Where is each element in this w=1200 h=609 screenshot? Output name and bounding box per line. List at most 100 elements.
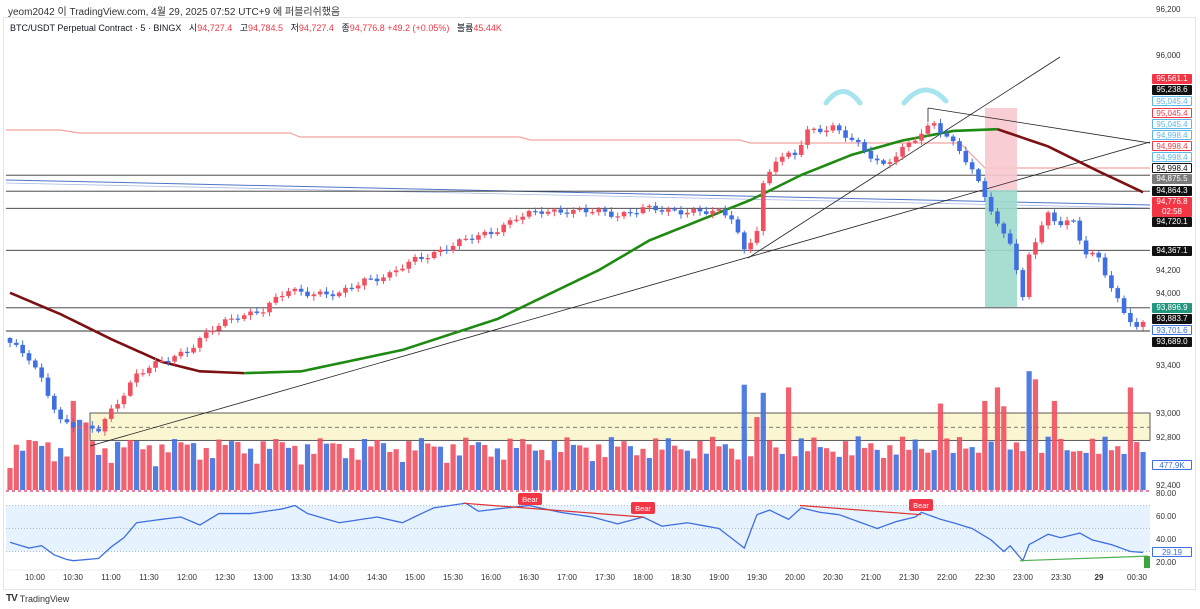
volume-bar [735, 459, 741, 490]
volume-bar [779, 453, 785, 490]
bear-badge-bg [909, 499, 933, 511]
time-tick-label: 20:00 [784, 573, 806, 582]
volume-bar [722, 444, 728, 490]
candle [343, 284, 348, 298]
candle-body [400, 268, 405, 271]
candle-body [558, 209, 564, 213]
volume-bar [115, 441, 121, 490]
candle-body [868, 150, 874, 159]
candle-body [444, 249, 450, 251]
candle-body [330, 294, 336, 297]
candle [419, 252, 424, 263]
candle-body [83, 425, 89, 427]
candle [260, 308, 266, 317]
price-tick-label: 93,400 [1156, 361, 1181, 370]
volume-bar [741, 384, 747, 490]
price-tick-label: 96,000 [1156, 51, 1181, 60]
candle [393, 266, 399, 277]
candle-body [621, 212, 627, 217]
symbol-title[interactable]: BTC/USDT Perpetual Contract · 5 · BINGX [10, 23, 182, 33]
candle-body [874, 158, 880, 161]
candle-body [849, 137, 855, 140]
candle-body [102, 418, 108, 432]
candle [912, 136, 918, 144]
candle [691, 206, 696, 216]
moving-average-down [997, 127, 1144, 194]
volume-bar [140, 449, 146, 490]
candle-body [387, 272, 393, 278]
time-tick-label: 18:30 [670, 573, 692, 582]
candle [874, 154, 880, 165]
candle [7, 336, 13, 348]
candle-body [950, 136, 956, 142]
candle [444, 245, 450, 254]
candle-body [495, 232, 500, 235]
candle [191, 344, 196, 355]
candle [324, 287, 329, 298]
candle [178, 348, 184, 360]
candle [995, 208, 1000, 227]
candle-body [836, 125, 842, 131]
low-value: 94,727.4 [298, 23, 334, 33]
volume-bar [944, 438, 950, 490]
candle-body [1083, 240, 1089, 255]
volume-bar [488, 456, 494, 490]
candle [628, 208, 633, 217]
candle-body [748, 242, 753, 250]
volume-bar [323, 443, 330, 490]
volume-bar [1007, 449, 1013, 490]
volume-bar [710, 436, 716, 490]
candle-body [273, 296, 279, 303]
candle-body [1128, 312, 1133, 323]
volume-bar [653, 438, 659, 490]
candle-body [710, 210, 715, 214]
time-tick-label: 14:00 [328, 573, 350, 582]
volume-bar [817, 447, 823, 490]
candle-body [191, 347, 196, 353]
candle-body [26, 353, 32, 361]
volume-bar [665, 438, 671, 490]
volume-bar [893, 454, 899, 490]
candle-body [419, 256, 424, 260]
candle [501, 222, 507, 237]
volume-bar [222, 444, 228, 490]
candle [773, 157, 779, 176]
candle [330, 290, 336, 301]
candle [482, 229, 488, 238]
candle-body [298, 288, 304, 292]
candle [685, 208, 690, 218]
volume-bar [134, 441, 140, 490]
candle-body [305, 291, 310, 297]
low-label: 저 [290, 23, 299, 33]
candle-body [881, 160, 886, 164]
candle [1077, 216, 1083, 245]
candle [982, 177, 988, 202]
candle [292, 287, 298, 295]
volume-value-label: 477.9K [1152, 460, 1192, 470]
volume-bar [545, 460, 551, 490]
candle-body [343, 287, 348, 293]
volume-bar [539, 449, 545, 490]
candle [463, 234, 469, 241]
price-label: 94,776.8 02:58 [1152, 197, 1192, 217]
volume-bar [577, 445, 583, 490]
candle-body [14, 342, 19, 345]
volume-bar [691, 458, 697, 490]
time-tick-label: 21:00 [860, 573, 882, 582]
candle-body [1121, 298, 1127, 313]
candle-body [77, 426, 82, 429]
candle [431, 250, 437, 260]
candle-body [52, 395, 57, 410]
time-tick-label: 17:30 [594, 573, 616, 582]
candle-body [754, 230, 760, 243]
volume-bar [899, 436, 906, 490]
candle-body [146, 367, 152, 374]
rsi-bull-divergence-line [1019, 555, 1149, 562]
candle-body [1020, 270, 1026, 298]
resistance-line [6, 129, 1150, 169]
time-tick-label: 18:00 [632, 573, 654, 582]
candle [457, 237, 462, 251]
candle [1033, 237, 1038, 260]
candle [1007, 229, 1013, 246]
